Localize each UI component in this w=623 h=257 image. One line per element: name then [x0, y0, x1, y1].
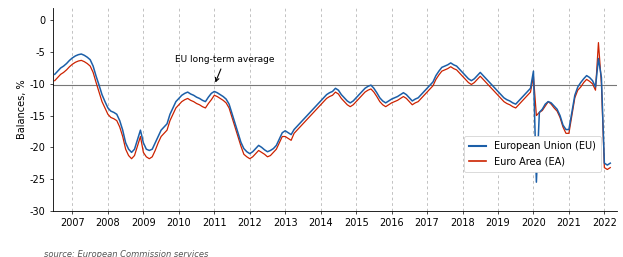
Euro Area (EA): [160, 132, 168, 135]
Legend: European Union (EU), Euro Area (EA): European Union (EU), Euro Area (EA): [464, 136, 601, 172]
Y-axis label: Balances, %: Balances, %: [17, 79, 27, 139]
Line: European Union (EU): European Union (EU): [55, 54, 611, 182]
Euro Area (EA): [140, 151, 147, 154]
European Union (EU): [533, 181, 540, 184]
Text: EU long-term average: EU long-term average: [175, 55, 275, 81]
Line: Euro Area (EA): Euro Area (EA): [55, 43, 611, 170]
Euro Area (EA): [595, 41, 602, 44]
Euro Area (EA): [468, 83, 475, 86]
Euro Area (EA): [604, 168, 611, 171]
European Union (EU): [163, 122, 171, 125]
European Union (EU): [607, 162, 614, 165]
European Union (EU): [264, 150, 271, 153]
Euro Area (EA): [607, 166, 614, 169]
European Union (EU): [143, 148, 150, 151]
Text: source: European Commission services: source: European Commission services: [44, 250, 208, 257]
Euro Area (EA): [488, 87, 496, 90]
European Union (EU): [492, 87, 499, 90]
Euro Area (EA): [261, 153, 269, 156]
European Union (EU): [421, 90, 428, 93]
Euro Area (EA): [417, 97, 425, 100]
European Union (EU): [51, 73, 59, 76]
European Union (EU): [470, 77, 478, 80]
Euro Area (EA): [51, 79, 59, 82]
European Union (EU): [78, 52, 85, 56]
